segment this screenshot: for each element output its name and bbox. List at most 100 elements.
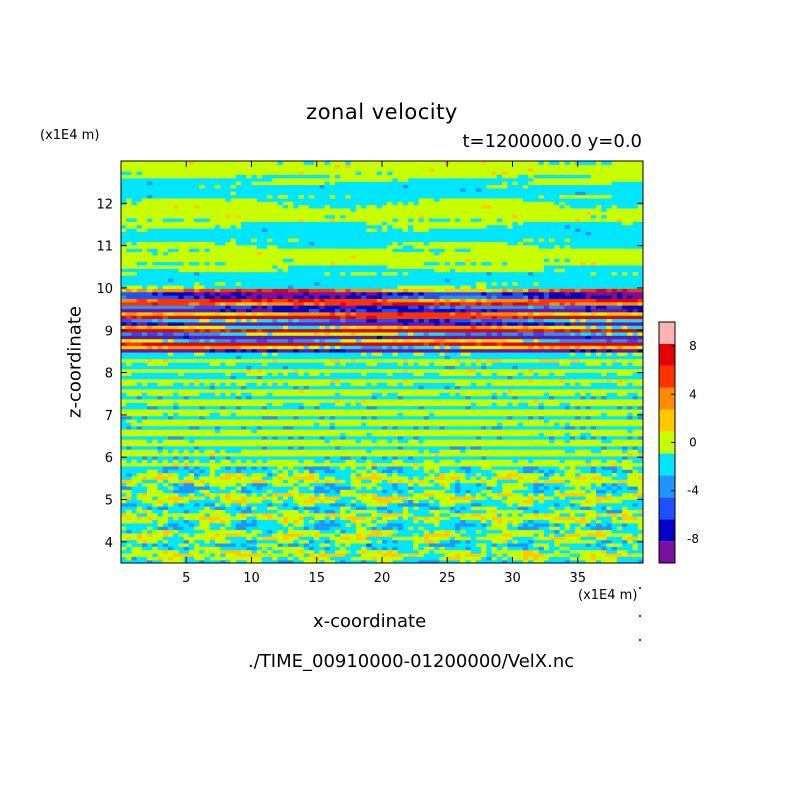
field-cell: [543, 519, 550, 524]
field-cell: [486, 449, 493, 454]
field-cell: [204, 539, 211, 544]
field-cell: [522, 442, 529, 447]
field-cell: [632, 512, 639, 517]
field-cell: [251, 526, 258, 531]
field-cell: [460, 512, 467, 517]
field-cell: [517, 542, 524, 547]
field-cell: [575, 536, 581, 541]
field-cell: [637, 465, 643, 470]
field-cell: [502, 552, 508, 557]
field-cell: [637, 522, 643, 527]
field-cell: [382, 452, 388, 457]
field-cell: [371, 509, 378, 514]
field-cell: [549, 439, 555, 443]
field-cell: [293, 496, 300, 500]
field-cell: [335, 439, 341, 443]
field-cell: [288, 462, 294, 467]
field-cell: [449, 455, 456, 460]
field-cell: [622, 432, 628, 437]
field-cell: [167, 516, 174, 521]
field-cell: [392, 492, 399, 497]
field-cell: [241, 492, 247, 497]
field-cell: [167, 455, 174, 460]
field-cell: [632, 502, 639, 507]
field-cell: [554, 546, 561, 551]
field-cell: [517, 496, 524, 500]
field-cell: [538, 465, 545, 470]
field-cell: [616, 496, 623, 500]
field-cell: [507, 559, 514, 563]
field-cell: [329, 539, 336, 544]
field-cell: [455, 496, 461, 500]
field-cell: [486, 435, 493, 440]
field-cell: [298, 429, 305, 433]
field-cell: [382, 492, 388, 497]
field-cell: [616, 429, 623, 433]
field-cell: [382, 459, 388, 464]
field-cell: [387, 536, 394, 541]
field-cell: [596, 489, 602, 494]
field-cell: [486, 532, 493, 537]
field-cell: [402, 469, 409, 474]
field-cell: [637, 509, 643, 514]
field-cell: [627, 559, 634, 563]
field-cell: [173, 459, 180, 464]
field-cell: [470, 546, 477, 551]
field-cell: [209, 559, 216, 563]
field-cell: [580, 465, 587, 470]
field-cell: [397, 475, 404, 480]
field-cell: [637, 479, 643, 484]
field-cell: [167, 526, 174, 531]
field-cell: [141, 516, 148, 521]
field-cell: [475, 512, 482, 517]
field-cell: [397, 546, 404, 551]
field-cell: [606, 526, 613, 531]
field-cell: [214, 526, 221, 531]
field-cell: [428, 435, 435, 440]
field-cell: [147, 445, 153, 450]
field-cell: [496, 429, 503, 433]
field-cell: [324, 546, 331, 551]
field-cell: [335, 462, 341, 467]
field-cell: [376, 475, 383, 480]
field-cell: [371, 439, 378, 443]
field-cell: [611, 552, 618, 557]
field-cell: [251, 499, 258, 504]
field-cell: [428, 519, 435, 524]
field-cell: [564, 459, 571, 464]
field-cell: [611, 449, 618, 454]
field-cell: [136, 536, 143, 541]
field-cell: [214, 425, 221, 430]
field-cell: [627, 552, 634, 557]
field-cell: [402, 496, 409, 500]
field-cell: [382, 502, 388, 507]
field-cell: [627, 509, 634, 514]
field-cell: [157, 432, 164, 437]
field-cell: [183, 536, 190, 541]
field-cell: [590, 489, 597, 494]
field-cell: [392, 516, 399, 521]
field-cell: [397, 536, 404, 541]
field-cell: [126, 432, 133, 437]
field-cell: [496, 512, 503, 517]
field-cell: [622, 532, 628, 537]
field-cell: [152, 496, 159, 500]
field-cell: [147, 482, 153, 487]
field-cell: [590, 432, 597, 437]
field-cell: [293, 492, 300, 497]
field-cell: [496, 502, 503, 507]
field-cell: [131, 502, 138, 507]
field-cell: [569, 506, 576, 510]
field-cell: [397, 529, 404, 534]
field-cell: [543, 479, 550, 484]
field-cell: [543, 435, 550, 440]
field-cell: [596, 496, 602, 500]
field-cell: [449, 532, 456, 537]
field-cell: [371, 432, 378, 437]
field-cell: [173, 442, 180, 447]
field-cell: [517, 532, 524, 537]
field-cell: [293, 559, 300, 563]
field-cell: [392, 556, 399, 561]
field-cell: [319, 482, 326, 487]
field-cell: [361, 422, 367, 427]
